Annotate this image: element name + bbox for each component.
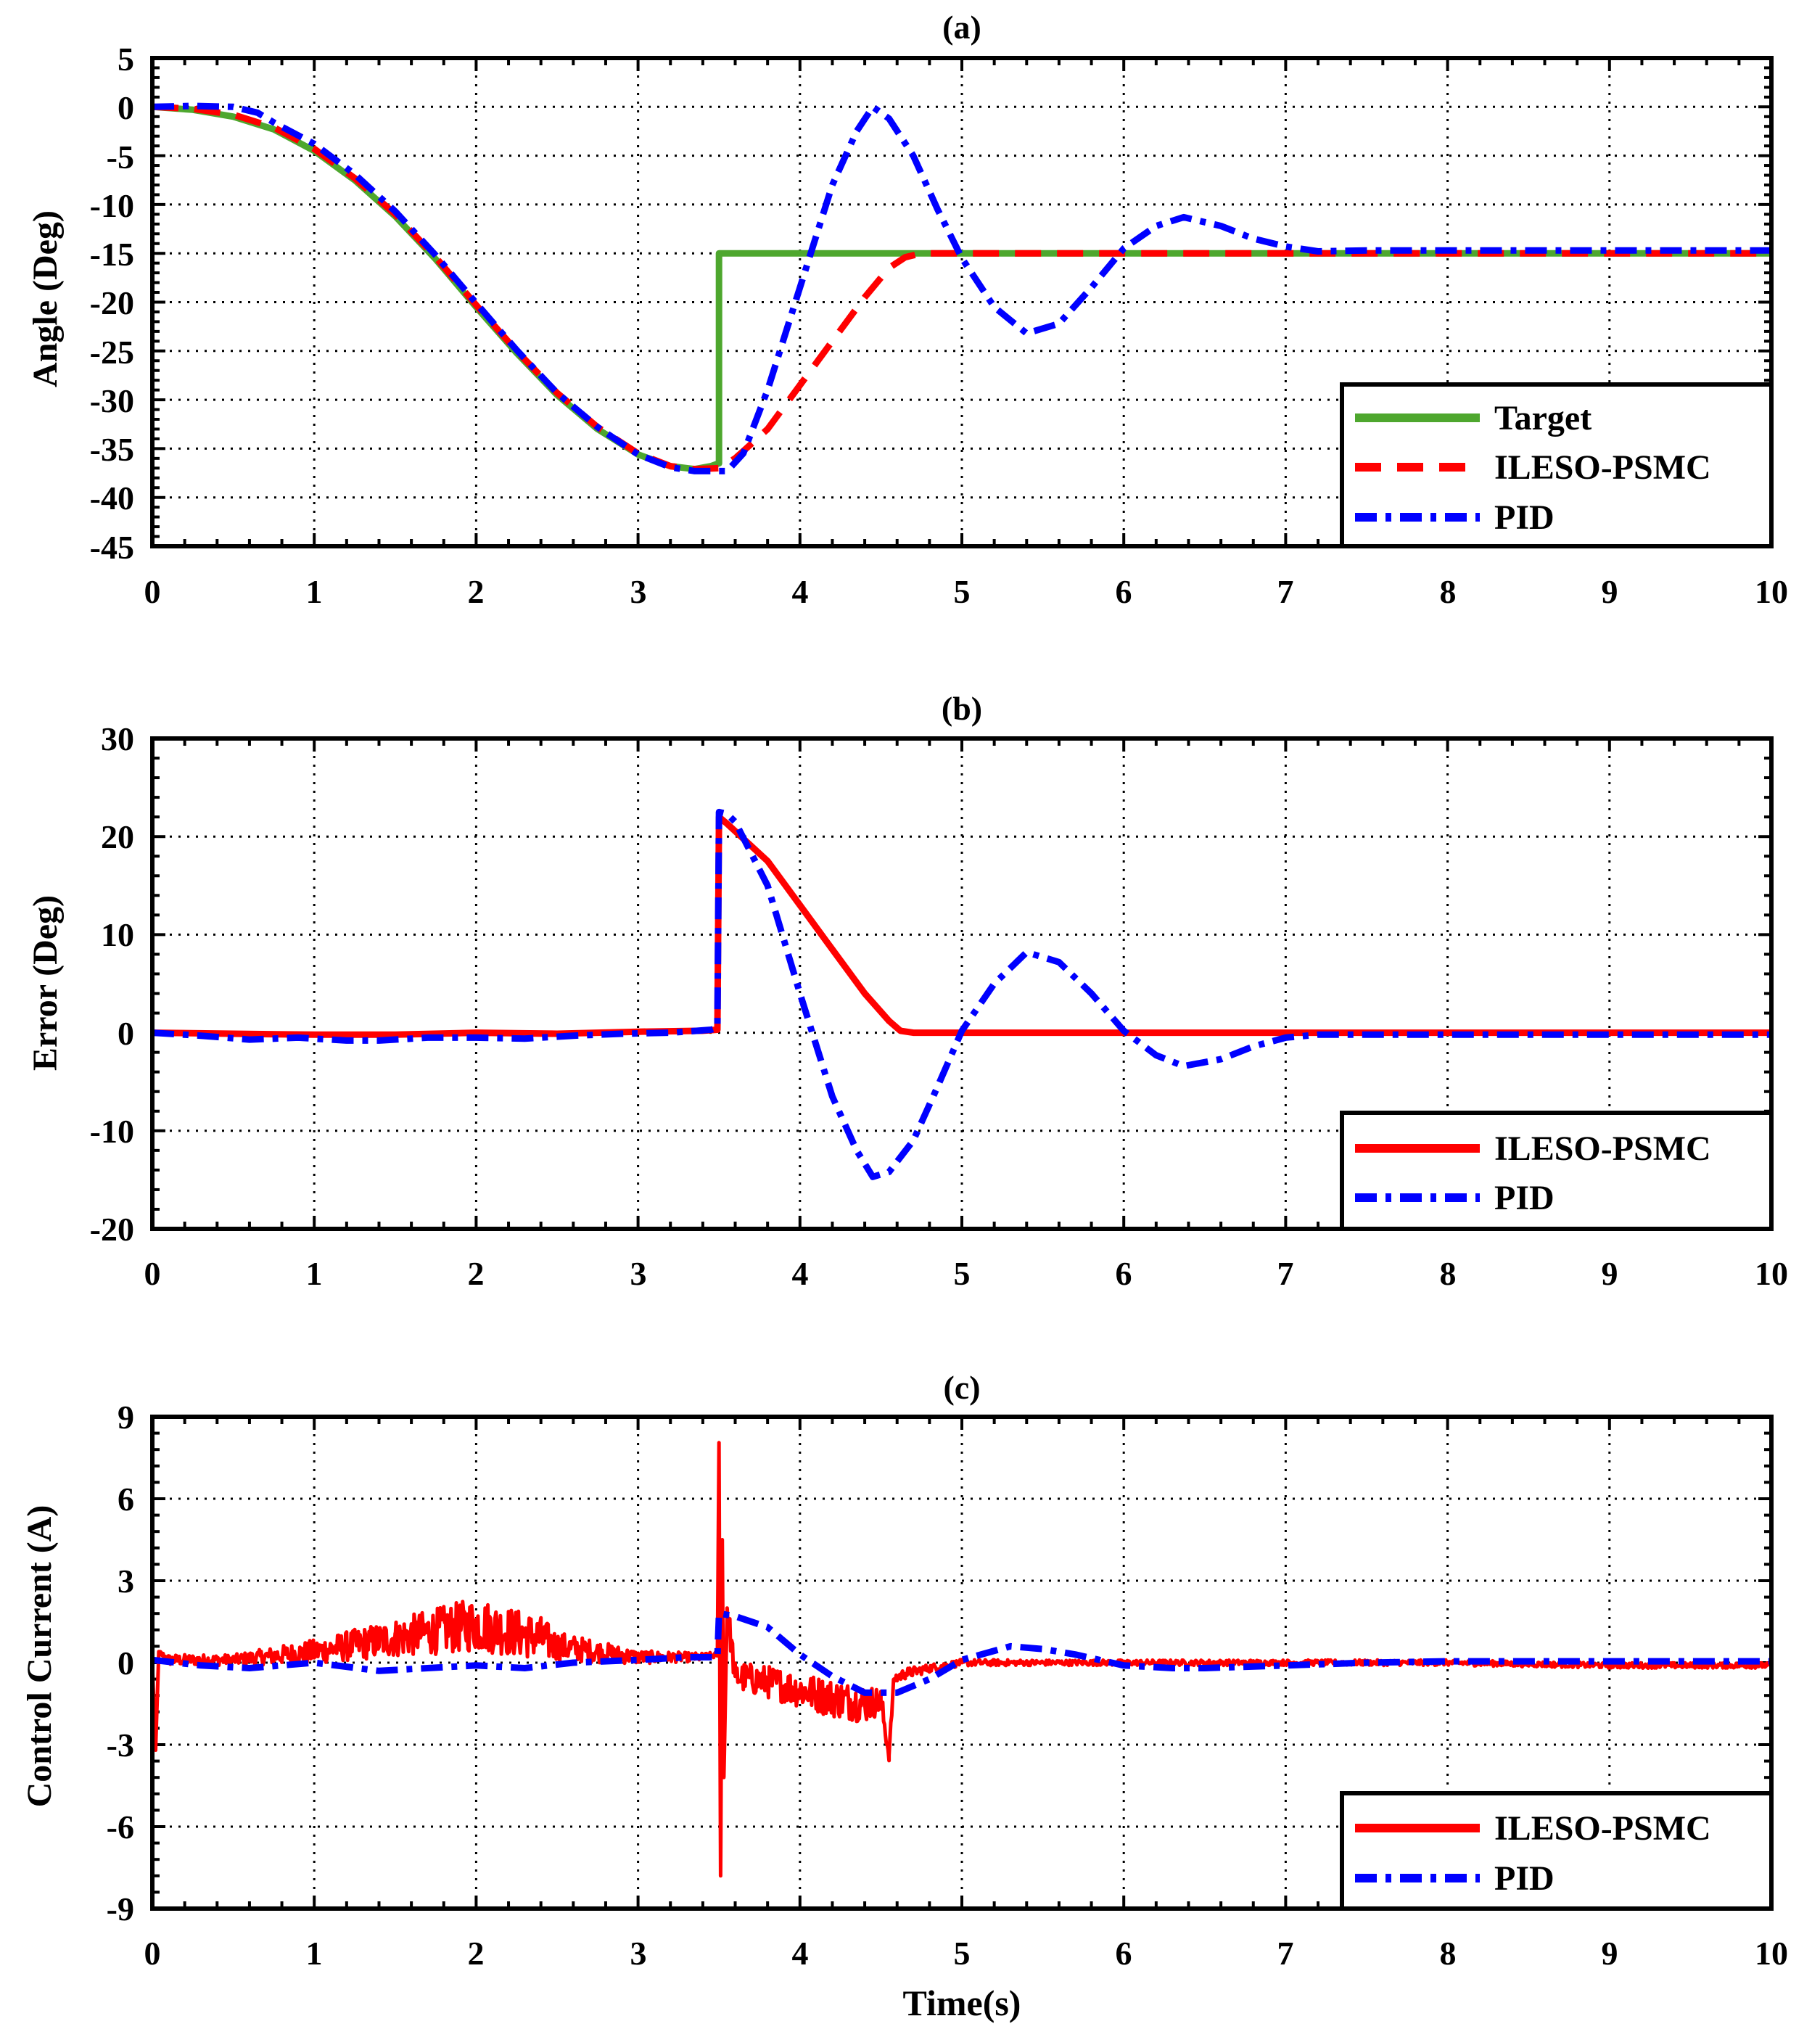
subplot-c-xtick-label: 2 <box>468 1935 485 1972</box>
legend-label-pid: PID <box>1494 1859 1555 1898</box>
subplot-c-xtick-label: 1 <box>306 1935 323 1972</box>
subplot-a-legend: Target ILESO-PSMC PID <box>1340 382 1774 548</box>
series-pid-line <box>152 1610 1771 1696</box>
subplot-b-xtick-label: 4 <box>792 1255 809 1292</box>
subplot-b-xtick-label: 8 <box>1440 1255 1457 1292</box>
subplot-a-ytick-label: -15 <box>90 236 134 273</box>
subplot-a-ytick-label: -45 <box>90 529 134 566</box>
series-pid-line <box>152 102 1771 474</box>
subplot-b-xtick-label: 5 <box>954 1255 971 1292</box>
subplot-a-xtick-label: 7 <box>1277 573 1294 610</box>
subplot-b-ytick-label: -20 <box>90 1211 134 1248</box>
subplot-a-series <box>152 102 1771 474</box>
x-axis-label: Time(s) <box>903 1983 1021 2023</box>
subplot-c-xtick-label: 10 <box>1755 1935 1788 1972</box>
legend-label-pid: PID <box>1494 498 1555 537</box>
subplot-a-ytick-label: 5 <box>118 41 134 78</box>
subplot-c-ytick-label: -9 <box>107 1890 134 1927</box>
subplot-a-xtick-label: 4 <box>792 573 809 610</box>
subplot-c-xtick-label: 0 <box>144 1935 161 1972</box>
subplot-a-xtick-label: 9 <box>1602 573 1618 610</box>
subplot-b-ytick-label: 10 <box>101 916 134 953</box>
subplot-c-ytick-label: -6 <box>107 1808 134 1845</box>
subplot-b-ytick-label: 30 <box>101 720 134 757</box>
subplot-b-yticklabels: 30 20 10 0 -10 -20 <box>90 720 134 1248</box>
subplot-a-xtick-label: 2 <box>468 573 485 610</box>
subplot-b-xtick-label: 6 <box>1116 1255 1132 1292</box>
subplot-b-xtick-label: 0 <box>144 1255 161 1292</box>
subplot-a-xticklabels: 0 1 2 3 4 5 6 7 8 9 10 <box>144 573 1789 610</box>
subplot-a-axes-box <box>150 56 1774 548</box>
subplot-c-xtick-label: 7 <box>1277 1935 1294 1972</box>
subplot-a-xtick-label: 5 <box>954 573 971 610</box>
subplot-c-ytick-label: 9 <box>118 1399 134 1436</box>
subplot-b-xtick-label: 2 <box>468 1255 485 1292</box>
subplot-a: (a) Angle (Deg) 5 0 -5 -10 -15 -20 -25 -… <box>26 9 1788 610</box>
subplot-b-xtick-label: 3 <box>630 1255 647 1292</box>
subplot-c-xtick-label: 8 <box>1440 1935 1457 1972</box>
subplot-a-title: (a) <box>942 9 981 46</box>
subplot-a-ytick-label: -35 <box>90 431 134 468</box>
legend-label-ileso: ILESO-PSMC <box>1494 1809 1711 1848</box>
subplot-c-legend-box <box>1340 1791 1774 1911</box>
subplot-c-ytick-label: 0 <box>118 1645 134 1682</box>
legend-label-ileso: ILESO-PSMC <box>1494 1129 1711 1168</box>
subplot-c-yticklabels: 9 6 3 0 -3 -6 -9 <box>107 1399 134 1927</box>
legend-label-pid: PID <box>1494 1179 1555 1217</box>
subplot-b-series <box>152 808 1771 1180</box>
subplot-c-xtick-label: 6 <box>1116 1935 1132 1972</box>
subplot-c-xtick-label: 3 <box>630 1935 647 1972</box>
legend-label-ileso: ILESO-PSMC <box>1494 448 1711 487</box>
subplot-b-ylabel: Error (Deg) <box>26 895 65 1071</box>
subplot-a-yticklabels: 5 0 -5 -10 -15 -20 -25 -30 -35 -40 -45 <box>90 41 134 566</box>
subplot-a-xtick-label: 1 <box>306 573 323 610</box>
subplot-b-ytick-label: -10 <box>90 1113 134 1150</box>
series-ileso-psmc-line <box>152 813 1771 1038</box>
subplot-b-legend-box <box>1340 1111 1774 1231</box>
subplot-a-xtick-label: 10 <box>1755 573 1788 610</box>
subplot-a-ylabel: Angle (Deg) <box>26 210 65 387</box>
subplot-b-axes-box <box>150 736 1774 1231</box>
subplot-b-xtick-label: 7 <box>1277 1255 1294 1292</box>
subplot-b-xtick-label: 9 <box>1602 1255 1618 1292</box>
subplot-a-ytick-label: -10 <box>90 187 134 224</box>
subplot-c-series <box>152 1441 1771 1878</box>
subplot-b-legend: ILESO-PSMC PID <box>1340 1111 1774 1231</box>
subplot-c-xtick-label: 5 <box>954 1935 971 1972</box>
subplot-b-ytick-label: 0 <box>118 1015 134 1052</box>
subplot-b-title: (b) <box>942 690 982 727</box>
subplot-b-xtick-label: 10 <box>1755 1255 1788 1292</box>
subplot-a-ytick-label: -5 <box>107 139 134 176</box>
subplot-a-xtick-label: 3 <box>630 573 647 610</box>
subplot-c-ylabel: Control Current (A) <box>20 1505 59 1808</box>
subplot-c-xtick-label: 4 <box>792 1935 809 1972</box>
subplot-c-title: (c) <box>943 1369 980 1406</box>
subplot-a-ytick-label: -25 <box>90 334 134 371</box>
subplot-c-axes-box <box>150 1415 1774 1911</box>
subplot-a-ytick-label: -40 <box>90 480 134 517</box>
subplot-a-xtick-label: 0 <box>144 573 161 610</box>
subplot-b: (b) Error (Deg) 30 20 10 0 -10 -20 0 1 2… <box>26 690 1788 1292</box>
subplot-a-xtick-label: 6 <box>1116 573 1132 610</box>
subplot-b-ytick-label: 20 <box>101 818 134 855</box>
subplot-a-ytick-label: -30 <box>90 382 134 419</box>
subplot-a-ytick-label: 0 <box>118 89 134 126</box>
subplot-b-xtick-label: 1 <box>306 1255 323 1292</box>
subplot-b-xticklabels: 0 1 2 3 4 5 6 7 8 9 10 <box>144 1255 1789 1292</box>
subplot-c-ytick-label: 3 <box>118 1563 134 1600</box>
subplot-a-ytick-label: -20 <box>90 284 134 321</box>
subplot-c-ytick-label: -3 <box>107 1727 134 1764</box>
subplot-c: (c) Control Current (A) 9 6 3 0 -3 -6 -9… <box>20 1369 1788 2023</box>
subplot-c-xtick-label: 9 <box>1602 1935 1618 1972</box>
series-pid-line <box>152 808 1771 1180</box>
legend-label-target: Target <box>1494 399 1592 437</box>
subplot-a-xtick-label: 8 <box>1440 573 1457 610</box>
subplot-c-ytick-label: 6 <box>118 1481 134 1518</box>
subplot-c-legend: ILESO-PSMC PID <box>1340 1791 1774 1911</box>
subplot-c-xticklabels: 0 1 2 3 4 5 6 7 8 9 10 <box>144 1935 1789 1972</box>
